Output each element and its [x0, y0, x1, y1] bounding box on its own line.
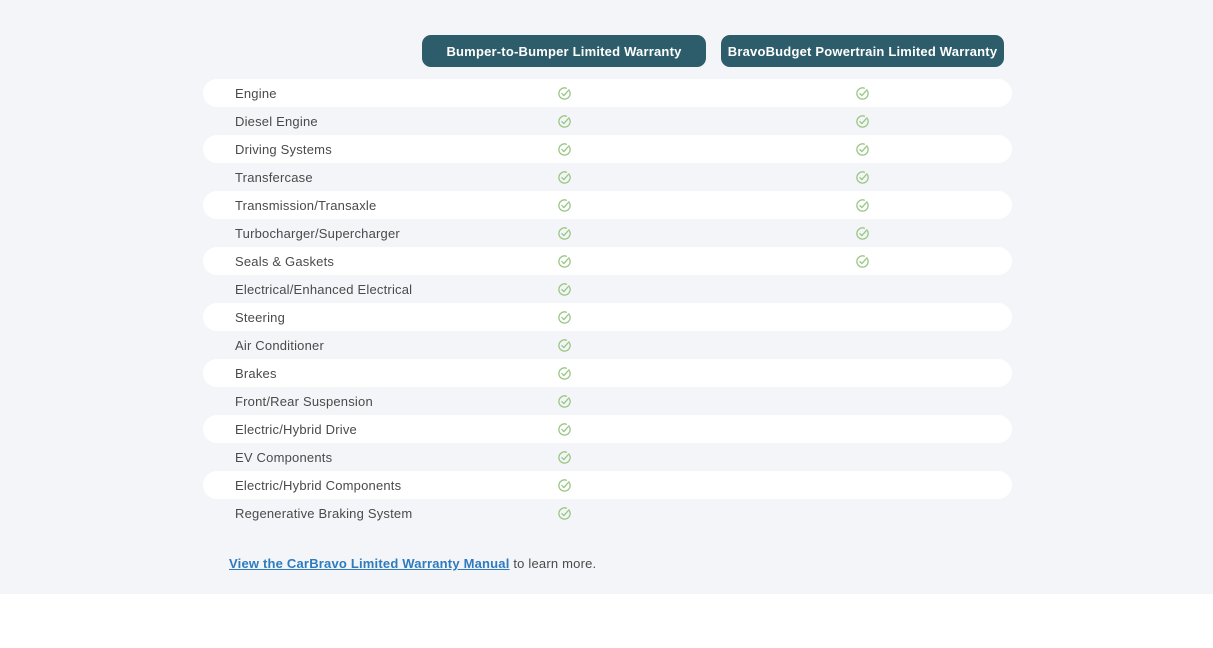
check-cell: [422, 198, 706, 213]
check-circle-icon: [855, 114, 870, 129]
warranty-manual-link[interactable]: View the CarBravo Limited Warranty Manua…: [229, 556, 510, 571]
row-label: Steering: [235, 309, 286, 325]
check-circle-icon: [855, 198, 870, 213]
row-label: Regenerative Braking System: [235, 505, 413, 521]
check-cell: [721, 254, 1004, 269]
table-row: Transfercase: [203, 163, 1012, 191]
check-circle-icon: [557, 310, 572, 325]
row-label: Electric/Hybrid Components: [235, 477, 402, 493]
check-cell: [721, 142, 1004, 157]
check-circle-icon: [557, 198, 572, 213]
check-cell: [422, 506, 706, 521]
bumper-to-bumper-warranty-header-pill[interactable]: Bumper-to-Bumper Limited Warranty: [422, 35, 706, 67]
table-row: Front/Rear Suspension: [203, 387, 1012, 415]
table-row: Electric/Hybrid Drive: [203, 415, 1012, 443]
row-label: Electrical/Enhanced Electrical: [235, 281, 413, 297]
check-circle-icon: [557, 226, 572, 241]
check-cell: [422, 338, 706, 353]
check-circle-icon: [557, 366, 572, 381]
warranty-comparison-table: Engine Diesel Engine Driving Systems Transf…: [203, 79, 1012, 527]
check-circle-icon: [557, 394, 572, 409]
powertrain-warranty-header-pill[interactable]: BravoBudget Powertrain Limited Warranty: [721, 35, 1004, 67]
table-row: Electrical/Enhanced Electrical: [203, 275, 1012, 303]
row-label: Air Conditioner: [235, 337, 324, 353]
check-circle-icon: [855, 142, 870, 157]
check-circle-icon: [557, 450, 572, 465]
check-circle-icon: [855, 254, 870, 269]
check-circle-icon: [855, 226, 870, 241]
check-cell: [422, 366, 706, 381]
row-label: Transmission/Transaxle: [235, 197, 377, 213]
check-circle-icon: [557, 254, 572, 269]
row-label: Brakes: [235, 365, 277, 381]
check-circle-icon: [557, 422, 572, 437]
row-label: Driving Systems: [235, 141, 332, 157]
row-label: Front/Rear Suspension: [235, 393, 373, 409]
warranty-comparison-section: Bumper-to-Bumper Limited Warranty BravoB…: [0, 0, 1213, 594]
row-label: Seals & Gaskets: [235, 253, 335, 269]
check-circle-icon: [557, 478, 572, 493]
check-circle-icon: [557, 142, 572, 157]
row-label: Turbocharger/Supercharger: [235, 225, 400, 241]
table-row: Transmission/Transaxle: [203, 191, 1012, 219]
check-circle-icon: [557, 506, 572, 521]
table-row: EV Components: [203, 443, 1012, 471]
warranty-manual-note: View the CarBravo Limited Warranty Manua…: [229, 556, 596, 571]
note-suffix-text: to learn more.: [509, 556, 597, 571]
table-row: Seals & Gaskets: [203, 247, 1012, 275]
check-circle-icon: [557, 338, 572, 353]
check-circle-icon: [557, 86, 572, 101]
check-cell: [422, 254, 706, 269]
check-circle-icon: [855, 86, 870, 101]
row-label: EV Components: [235, 449, 333, 465]
table-row: Diesel Engine: [203, 107, 1012, 135]
check-cell: [422, 394, 706, 409]
check-cell: [721, 170, 1004, 185]
check-cell: [422, 170, 706, 185]
check-cell: [422, 86, 706, 101]
check-cell: [422, 282, 706, 297]
table-row: Regenerative Braking System: [203, 499, 1012, 527]
check-cell: [721, 226, 1004, 241]
row-label: Transfercase: [235, 169, 313, 185]
table-row: Steering: [203, 303, 1012, 331]
row-label: Diesel Engine: [235, 113, 318, 129]
check-cell: [422, 142, 706, 157]
check-cell: [721, 198, 1004, 213]
check-cell: [422, 310, 706, 325]
check-circle-icon: [855, 170, 870, 185]
table-row: Air Conditioner: [203, 331, 1012, 359]
check-circle-icon: [557, 282, 572, 297]
check-cell: [422, 450, 706, 465]
warranty-table-header: Bumper-to-Bumper Limited Warranty BravoB…: [203, 0, 1012, 67]
table-row: Driving Systems: [203, 135, 1012, 163]
row-label: Electric/Hybrid Drive: [235, 421, 357, 437]
check-cell: [721, 114, 1004, 129]
check-cell: [422, 422, 706, 437]
check-circle-icon: [557, 170, 572, 185]
table-row: Turbocharger/Supercharger: [203, 219, 1012, 247]
check-cell: [422, 478, 706, 493]
check-cell: [422, 114, 706, 129]
table-row: Electric/Hybrid Components: [203, 471, 1012, 499]
table-row: Engine: [203, 79, 1012, 107]
row-label: Engine: [235, 85, 277, 101]
check-cell: [422, 226, 706, 241]
check-circle-icon: [557, 114, 572, 129]
table-row: Brakes: [203, 359, 1012, 387]
check-cell: [721, 86, 1004, 101]
